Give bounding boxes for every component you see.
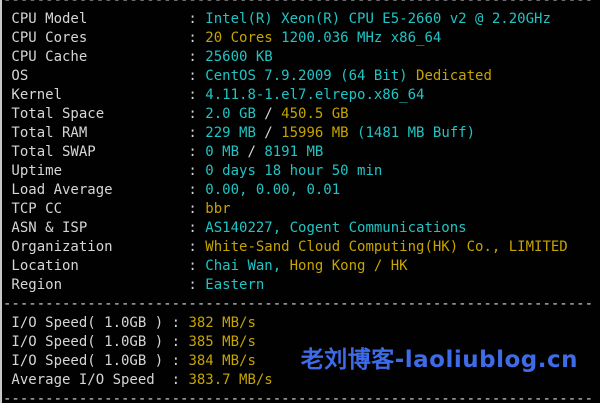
row-value-segment: Dedicated (407, 68, 492, 84)
divider-line: ----------------------------------------… (3, 296, 594, 312)
terminal-row: Organization : White-Sand Cloud Computin… (3, 239, 568, 255)
terminal-row: Average I/O Speed : 383.7 MB/s (3, 372, 273, 388)
row-value-segment: 0 days 18 hour 50 min (205, 163, 383, 179)
row-value-segment: 450.5 GB (281, 106, 349, 122)
terminal-row: Location : Chai Wan, Hong Kong / HK (3, 258, 408, 274)
terminal-row: Load Average : 0.00, 0.00, 0.01 (3, 182, 340, 198)
terminal-row: I/O Speed( 1.0GB ) : 385 MB/s (3, 334, 256, 350)
divider-line: ----------------------------------------… (3, 0, 594, 8)
row-value-segment: CentOS 7.9.2009 (64 Bit) (205, 68, 408, 84)
row-label: Average I/O Speed : (3, 372, 189, 388)
row-value-segment: 2.0 GB (205, 106, 256, 122)
row-label: ASN & ISP : (3, 220, 206, 236)
row-label: Region : (3, 277, 206, 293)
row-value-segment: / (255, 106, 282, 122)
terminal-row: OS : CentOS 7.9.2009 (64 Bit) Dedicated (3, 68, 492, 84)
watermark-logo: 老刘博客-laoliublog.cn (300, 347, 578, 373)
row-value-segment: AS140227, Cogent Communications (205, 220, 467, 236)
row-label: I/O Speed( 1.0GB ) : (3, 353, 189, 369)
terminal-row: Region : Eastern (3, 277, 264, 293)
row-value-segment: / (255, 125, 282, 141)
row-label: Uptime : (3, 163, 206, 179)
row-label: CPU Model : (3, 11, 206, 27)
row-label: Organization : (3, 239, 206, 255)
row-value-segment: 0.00, 0.00, 0.01 (205, 182, 341, 198)
row-value-segment: Intel(R) Xeon(R) CPU E5-2660 v2 @ 2.20GH… (205, 11, 551, 27)
row-label: TCP CC : (3, 201, 206, 217)
terminal-row: I/O Speed( 1.0GB ) : 382 MB/s (3, 315, 256, 331)
row-value-segment: (1481 MB Buff) (348, 125, 476, 141)
row-value-segment: / (239, 144, 265, 160)
row-value-segment: 382 MB/s (188, 315, 256, 331)
terminal-row: Total Space : 2.0 GB / 450.5 GB (3, 106, 349, 122)
row-label: I/O Speed( 1.0GB ) : (3, 334, 189, 350)
row-label: Kernel : (3, 87, 206, 103)
terminal-row: Uptime : 0 days 18 hour 50 min (3, 163, 382, 179)
terminal-row: Total RAM : 229 MB / 15996 MB (1481 MB B… (3, 125, 475, 141)
terminal-row: I/O Speed( 1.0GB ) : 384 MB/s (3, 353, 256, 369)
row-label: Total RAM : (3, 125, 206, 141)
row-value-segment: 4.11.8-1.el7.elrepo.x86_64 (205, 87, 425, 103)
row-value-segment: 15996 MB (281, 125, 349, 141)
row-label: Location : (3, 258, 206, 274)
row-label: Total SWAP : (3, 144, 206, 160)
row-label: Load Average : (3, 182, 206, 198)
row-label: CPU Cores : (3, 30, 206, 46)
row-value-segment: Eastern (205, 277, 265, 293)
divider-line: ----------------------------------------… (3, 391, 594, 403)
terminal-row: ASN & ISP : AS140227, Cogent Communicati… (3, 220, 467, 236)
row-label: CPU Cache : (3, 49, 206, 65)
row-value-segment: 8191 MB (264, 144, 324, 160)
window-left-border (0, 0, 2, 403)
terminal-row: Kernel : 4.11.8-1.el7.elrepo.x86_64 (3, 87, 424, 103)
row-value-segment: 384 MB/s (188, 353, 256, 369)
terminal-row: CPU Model : Intel(R) Xeon(R) CPU E5-2660… (3, 11, 551, 27)
terminal-row: CPU Cache : 25600 KB (3, 49, 273, 65)
row-value-segment: 229 MB (205, 125, 256, 141)
row-value-segment: White-Sand Cloud Computing(HK) Co., LIMI… (205, 239, 568, 255)
row-value-segment: 0 MB (205, 144, 240, 160)
row-value-segment: 1200.036 MHz x86_64 (272, 30, 442, 46)
row-label: Total Space : (3, 106, 206, 122)
row-value-segment: Chai Wan, (205, 258, 282, 274)
row-value-segment: 383.7 MB/s (188, 372, 273, 388)
row-label: OS : (3, 68, 206, 84)
row-value-segment: 385 MB/s (188, 334, 256, 350)
terminal-row: CPU Cores : 20 Cores 1200.036 MHz x86_64 (3, 30, 441, 46)
terminal-row: TCP CC : bbr (3, 201, 231, 217)
row-value-segment: bbr (205, 201, 231, 217)
row-value-segment: 25600 KB (205, 49, 273, 65)
row-label: I/O Speed( 1.0GB ) : (3, 315, 189, 331)
terminal-row: Total SWAP : 0 MB / 8191 MB (3, 144, 323, 160)
row-value-segment: Hong Kong / HK (281, 258, 408, 274)
row-value-segment: 20 Cores (205, 30, 273, 46)
